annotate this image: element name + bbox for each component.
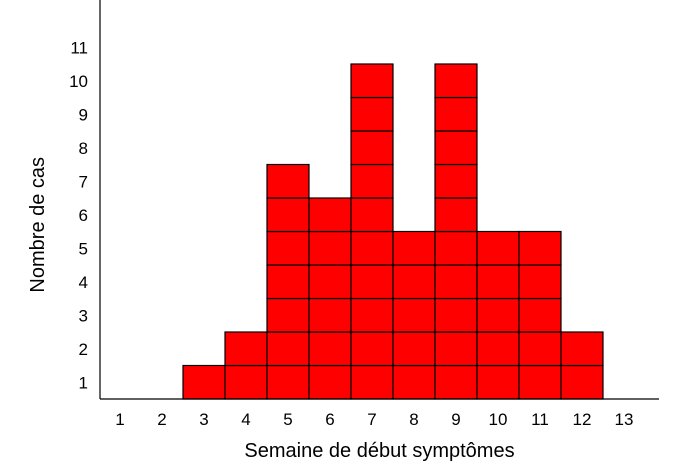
x-tick-label: 3 [199,410,208,429]
case-square-week-9 [434,96,478,132]
x-tick-label: 2 [157,410,166,429]
x-tick-label: 9 [451,410,460,429]
x-tick-label: 5 [283,410,292,429]
y-axis-title: Nombre de cas [27,157,49,293]
case-square-week-7 [350,130,394,166]
case-square-week-9 [434,264,478,300]
x-tick-label: 1 [115,410,124,429]
case-square-week-11 [518,297,562,333]
x-tick-label: 8 [409,410,418,429]
x-tick-label: 13 [615,410,634,429]
case-square-week-9 [434,230,478,266]
y-tick-label: 6 [79,206,88,225]
case-square-week-6 [308,230,352,266]
y-tick-label: 8 [79,139,88,158]
case-square-week-5 [266,364,310,400]
case-square-week-7 [350,364,394,400]
x-tick-labels: 1 2 3 4 5 6 7 8 9 10 11 12 13 [115,410,633,429]
case-square-week-7 [350,264,394,300]
y-tick-labels: 1 2 3 4 5 6 7 8 9 10 11 [69,38,88,392]
case-square-week-5 [266,230,310,266]
case-square-week-11 [518,364,562,400]
bars-group [182,63,604,400]
case-square-week-6 [308,297,352,333]
case-square-week-6 [308,197,352,233]
case-square-week-4 [224,331,268,367]
y-tick-label: 11 [70,38,88,57]
x-axis-title: Semaine de début symptômes [244,440,514,462]
case-square-week-10 [476,297,520,333]
case-square-week-11 [518,331,562,367]
case-square-week-9 [434,63,478,99]
case-square-week-5 [266,197,310,233]
case-square-week-9 [434,331,478,367]
case-square-week-7 [350,230,394,266]
case-square-week-8 [392,364,436,400]
case-square-week-9 [434,297,478,333]
y-tick-label: 5 [79,239,88,258]
case-square-week-11 [518,230,562,266]
case-square-week-9 [434,364,478,400]
case-square-week-9 [434,197,478,233]
case-square-week-7 [350,96,394,132]
case-square-week-12 [560,364,604,400]
case-square-week-7 [350,197,394,233]
case-square-week-7 [350,331,394,367]
case-square-week-8 [392,230,436,266]
case-square-week-7 [350,297,394,333]
case-square-week-7 [350,163,394,199]
case-square-week-6 [308,364,352,400]
y-tick-label: 4 [79,273,88,292]
case-square-week-8 [392,331,436,367]
y-tick-label: 3 [79,306,88,325]
case-square-week-8 [392,264,436,300]
x-tick-label: 7 [367,410,376,429]
case-square-week-10 [476,331,520,367]
x-tick-label: 12 [573,410,592,429]
case-square-week-12 [560,331,604,367]
case-square-week-9 [434,130,478,166]
case-square-week-11 [518,264,562,300]
x-tick-label: 11 [531,410,549,429]
y-tick-label: 1 [79,373,88,392]
case-square-week-4 [224,364,268,400]
case-square-week-5 [266,331,310,367]
case-square-week-10 [476,264,520,300]
y-tick-label: 7 [79,172,88,191]
case-square-week-9 [434,163,478,199]
axes-group [99,0,659,400]
case-square-week-3 [182,364,226,400]
case-square-week-10 [476,364,520,400]
case-square-week-5 [266,163,310,199]
x-tick-label: 10 [489,410,508,429]
case-square-week-10 [476,230,520,266]
x-tick-label: 4 [241,410,250,429]
y-tick-label: 10 [69,72,88,91]
y-tick-label: 2 [79,340,88,359]
case-square-week-5 [266,264,310,300]
case-square-week-8 [392,297,436,333]
case-square-week-5 [266,297,310,333]
case-square-week-6 [308,331,352,367]
case-square-week-7 [350,63,394,99]
y-tick-label: 9 [79,105,88,124]
x-tick-label: 6 [325,410,334,429]
case-square-week-6 [308,264,352,300]
